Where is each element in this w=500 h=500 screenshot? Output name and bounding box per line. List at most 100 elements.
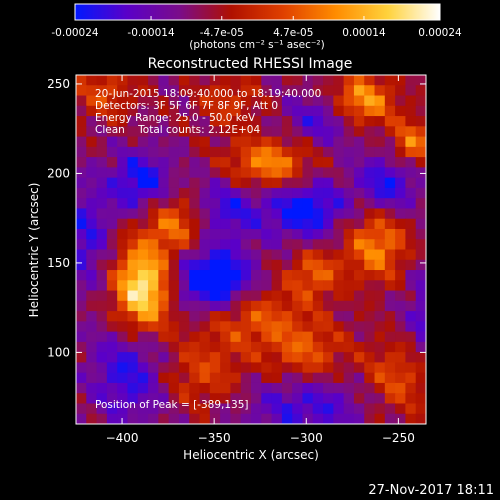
heatmap-cell [281, 321, 293, 333]
heatmap-cell [137, 228, 149, 240]
heatmap-cell [230, 311, 242, 322]
heatmap-cell [230, 136, 242, 148]
heatmap-cell [405, 280, 417, 292]
heatmap-cell [86, 95, 98, 107]
heatmap-cell [76, 259, 87, 271]
heatmap-cell [343, 403, 355, 415]
heatmap-cell [127, 105, 139, 117]
heatmap-cell [333, 300, 345, 312]
heatmap-cell [281, 393, 293, 405]
heatmap-cell [189, 95, 201, 107]
heatmap-cell [374, 157, 386, 168]
heatmap-cell [323, 95, 334, 107]
heatmap-cell [364, 85, 376, 97]
x-tick-label: −300 [290, 431, 323, 445]
heatmap-cell [240, 413, 252, 424]
heatmap-cell [405, 341, 417, 353]
heatmap-cell [384, 331, 396, 343]
heatmap-cell [189, 239, 201, 251]
heatmap-cell [127, 259, 139, 271]
heatmap-cell [230, 249, 242, 261]
heatmap-cell [333, 311, 345, 322]
heatmap-cell [395, 280, 407, 292]
heatmap-cell [384, 85, 396, 97]
heatmap-cell [405, 116, 417, 127]
heatmap-cell [312, 187, 324, 199]
heatmap-cell [251, 321, 262, 333]
y-axis-ticks: 100 150 200 250 [47, 77, 426, 359]
heatmap-cell [209, 311, 221, 322]
heatmap-cell [302, 177, 314, 189]
heatmap-cell [353, 228, 365, 240]
heatmap-cell [281, 126, 293, 138]
heatmap-cell [312, 75, 324, 86]
heatmap-cell [117, 413, 129, 424]
heatmap-cell [168, 146, 180, 158]
heatmap-cell [220, 146, 232, 158]
heatmap-cell [281, 300, 293, 312]
heatmap-cell [117, 95, 129, 107]
heatmap-cell [127, 300, 139, 312]
heatmap-cell [343, 157, 355, 168]
heatmap-cell [178, 136, 190, 148]
heatmap-cell [323, 362, 334, 374]
heatmap-cell [199, 239, 211, 251]
heatmap-cell [106, 105, 118, 117]
heatmap-cell [137, 393, 149, 405]
heatmap-cell [199, 167, 211, 179]
heatmap-cell [209, 270, 221, 281]
heatmap-cell [76, 85, 87, 97]
heatmap-cell [292, 146, 304, 158]
heatmap-cell [323, 331, 334, 343]
heatmap-cell [178, 105, 190, 117]
heatmap-cell [405, 218, 417, 230]
heatmap-cell [86, 413, 98, 424]
heatmap-cell [353, 321, 365, 333]
heatmap-cell [189, 85, 201, 97]
heatmap-cell [117, 218, 129, 230]
heatmap-cell [76, 95, 87, 107]
heatmap-cell [364, 75, 376, 86]
heatmap-cell [405, 331, 417, 343]
heatmap-cell [405, 126, 417, 138]
heatmap-cell [261, 157, 273, 168]
heatmap-cell [189, 300, 201, 312]
heatmap-cell [343, 300, 355, 312]
colorbar-tick-label: -0.00014 [127, 27, 175, 39]
heatmap-cell [415, 352, 426, 364]
heatmap-cell [251, 372, 262, 384]
colorbar-tick-label: -4.7e-05 [200, 27, 244, 39]
heatmap-cell [158, 228, 170, 240]
heatmap-cell [117, 239, 129, 251]
heatmap-cell [312, 280, 324, 292]
heatmap-cell [96, 126, 108, 138]
heatmap-cell [148, 85, 159, 97]
heatmap-cell [189, 270, 201, 281]
heatmap-cell [148, 228, 159, 240]
heatmap-cell [302, 146, 314, 158]
heatmap-cell [405, 403, 417, 415]
heatmap-cell [96, 177, 108, 189]
heatmap-cell [117, 259, 129, 271]
heatmap-cell [281, 198, 293, 210]
heatmap-cell [189, 341, 201, 353]
heatmap-cell [251, 239, 262, 251]
heatmap-cell [343, 341, 355, 353]
heatmap-cell [333, 167, 345, 179]
heatmap-cell [148, 321, 159, 333]
heatmap-cell [292, 105, 304, 117]
heatmap-cell [220, 85, 232, 97]
heatmap-cell [158, 146, 170, 158]
heatmap-cell [158, 198, 170, 210]
heatmap-cell [302, 331, 314, 343]
heatmap-cell [178, 280, 190, 292]
heatmap-cell [323, 167, 334, 179]
heatmap-cell [251, 362, 262, 374]
heatmap-cell [106, 167, 118, 179]
heatmap-cell [395, 136, 407, 148]
heatmap-cell [168, 290, 180, 302]
heatmap-cell [220, 393, 232, 405]
heatmap-cell [395, 126, 407, 138]
heatmap-cell [117, 85, 129, 97]
heatmap-cell [158, 249, 170, 261]
